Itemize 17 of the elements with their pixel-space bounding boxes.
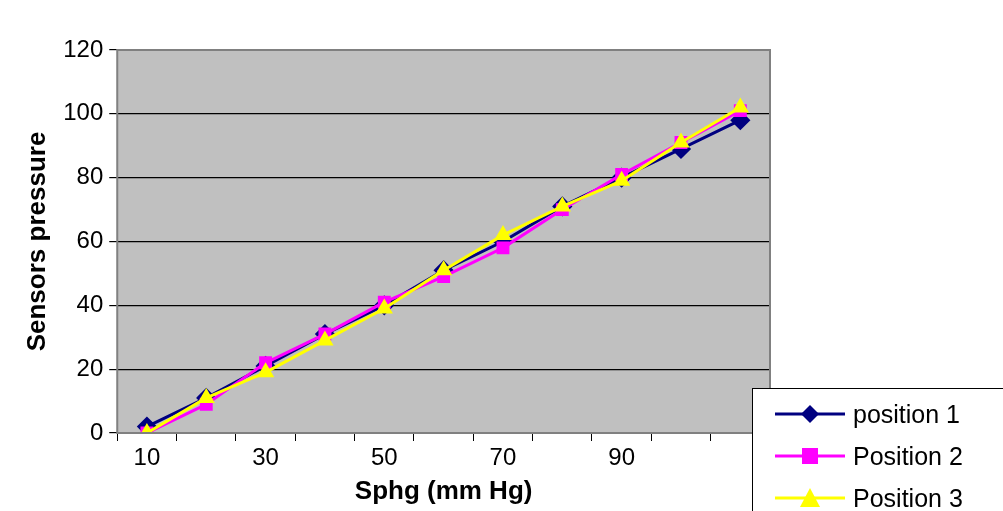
x-tick-label: 30 [252, 443, 279, 471]
x-tick-label: 90 [608, 443, 635, 471]
y-axis-title: Sensors pressure [20, 131, 51, 352]
x-tick-label: 50 [370, 443, 398, 471]
legend-label: Position 3 [853, 483, 963, 511]
legend-label: Position 2 [853, 441, 963, 471]
y-tick-label: 80 [76, 162, 104, 190]
y-tick-label: 40 [76, 289, 104, 317]
x-axis-title: Sphg (mm Hg) [354, 474, 533, 505]
y-tick-label: 20 [76, 353, 104, 381]
y-tick-label: 120 [63, 34, 104, 62]
legend-label: position 1 [853, 399, 961, 429]
y-tick-label: 60 [76, 226, 104, 254]
x-tick-label: 70 [489, 443, 517, 471]
x-tick-label: 10 [133, 443, 161, 471]
y-tick-label: 0 [89, 417, 104, 445]
y-tick-label: 100 [63, 98, 104, 126]
